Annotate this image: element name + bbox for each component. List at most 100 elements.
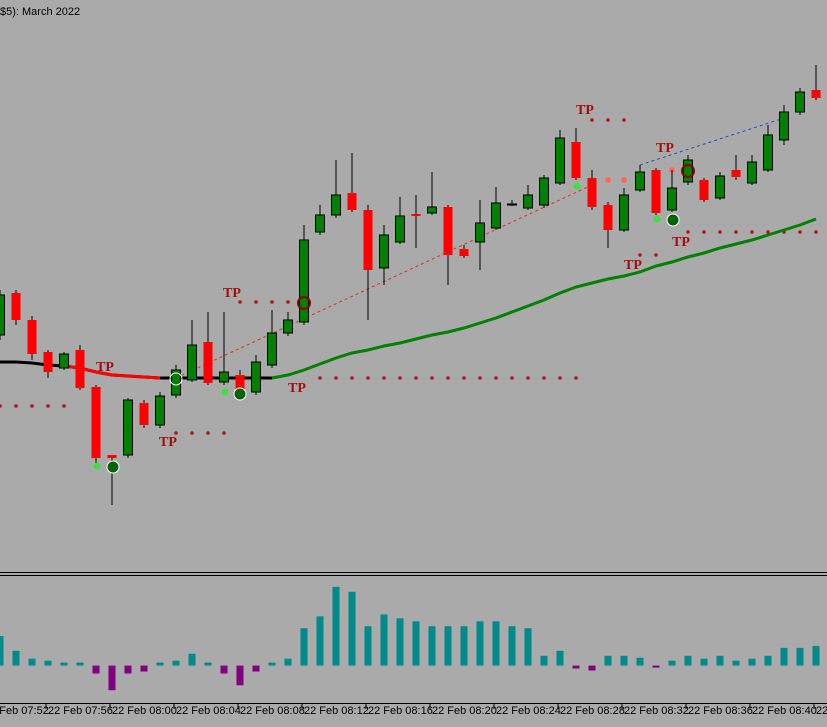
x-tick-label: 22 Feb 08:32: [624, 705, 689, 717]
histogram-bar: [236, 665, 244, 686]
candle-body: [587, 178, 597, 207]
candle-body: [603, 205, 613, 230]
candle-body: [139, 403, 149, 425]
x-tick-label: 22 Feb 08:04: [176, 705, 241, 717]
candle-body: [0, 294, 5, 336]
tp-label: TP: [576, 103, 594, 118]
level-dot: [238, 300, 242, 304]
histogram-bar: [588, 665, 596, 671]
level-dot: [510, 376, 514, 380]
histogram-bar: [204, 662, 212, 666]
histogram-bar: [364, 626, 372, 666]
level-dot: [334, 376, 338, 380]
candle-body: [491, 202, 501, 229]
histogram-bar: [108, 665, 116, 691]
candle-body: [395, 215, 405, 243]
signal-dot: [573, 182, 581, 190]
histogram-bar: [716, 655, 724, 666]
histogram-bar: [620, 655, 628, 666]
candle-body: [779, 111, 789, 141]
level-dot: [14, 404, 18, 408]
candle-body: [571, 142, 581, 178]
histogram-bar: [28, 658, 36, 666]
histogram-bar: [604, 655, 612, 666]
histogram-bar: [172, 660, 180, 666]
level-dot: [574, 376, 578, 380]
level-dot: [686, 230, 690, 234]
candle-body: [667, 187, 677, 211]
candle-body: [43, 352, 53, 372]
candle-body: [235, 375, 245, 390]
level-dot: [174, 431, 178, 435]
candle-body: [699, 180, 709, 200]
candle-body: [107, 455, 117, 458]
level-dot: [606, 118, 610, 122]
x-tick-label: 22 Feb 07:52: [0, 705, 49, 717]
histogram-bar: [0, 636, 4, 666]
candle-body: [187, 344, 197, 381]
level-dot: [526, 376, 530, 380]
histogram-bar: [796, 647, 804, 666]
candle-body: [379, 234, 389, 269]
histogram-bar: [508, 626, 516, 666]
histogram-bar: [556, 650, 564, 666]
histogram-bar: [44, 660, 52, 666]
exit-circle: [169, 372, 183, 386]
candle-body: [523, 194, 533, 209]
level-dot: [814, 230, 818, 234]
signal-dot: [221, 388, 229, 396]
chart-title: $5): March 2022: [0, 6, 80, 18]
tp-label: TP: [159, 435, 177, 450]
level-dot: [718, 230, 722, 234]
candle-body: [75, 350, 85, 388]
level-dot: [350, 376, 354, 380]
candle-body: [267, 332, 277, 366]
level-dot: [734, 230, 738, 234]
x-tick-label: 22 Feb 08:28: [560, 705, 625, 717]
signal-dot: [93, 462, 101, 470]
x-tick-label: 22 Feb 08:08: [240, 705, 305, 717]
histogram-bar: [396, 618, 404, 666]
candle-body: [443, 207, 453, 255]
level-dot: [462, 376, 466, 380]
histogram-bar: [444, 626, 452, 666]
candle-body: [331, 194, 341, 216]
candle-body: [475, 222, 485, 243]
histogram-bar: [524, 628, 532, 666]
level-dot: [46, 404, 50, 408]
level-dot: [222, 431, 226, 435]
candle-body: [619, 194, 629, 231]
level-dot: [605, 177, 611, 183]
histogram-bar: [764, 655, 772, 666]
candle-body: [795, 91, 805, 113]
level-dot: [62, 404, 66, 408]
signal-circle: [106, 460, 120, 474]
level-dot: [558, 376, 562, 380]
candle-body: [747, 161, 757, 184]
candle-body: [811, 90, 821, 98]
histogram-bar: [748, 658, 756, 666]
x-tick-label: 22 Feb 08:20: [432, 705, 497, 717]
level-dot: [270, 300, 274, 304]
candle-body: [203, 342, 213, 383]
x-tick-label: 22 Feb 08:36: [688, 705, 753, 717]
histogram-bar: [732, 660, 740, 666]
trend-line: [639, 117, 785, 166]
histogram-bar: [636, 657, 644, 666]
exit-circle: [681, 164, 695, 178]
level-dot: [621, 177, 627, 183]
level-dot: [798, 230, 802, 234]
histogram-bar: [252, 665, 260, 672]
level-dot: [398, 376, 402, 380]
histogram-bar: [812, 645, 820, 666]
x-tick-label: 22 Feb 07:56: [48, 705, 113, 717]
histogram-bar: [156, 662, 164, 666]
histogram-bar: [332, 586, 340, 666]
level-dot: [382, 376, 386, 380]
candle-body: [11, 293, 21, 320]
candle-body: [715, 175, 725, 199]
histogram-bar: [220, 665, 228, 674]
tp-label: TP: [624, 258, 642, 273]
histogram-bar: [492, 621, 500, 666]
